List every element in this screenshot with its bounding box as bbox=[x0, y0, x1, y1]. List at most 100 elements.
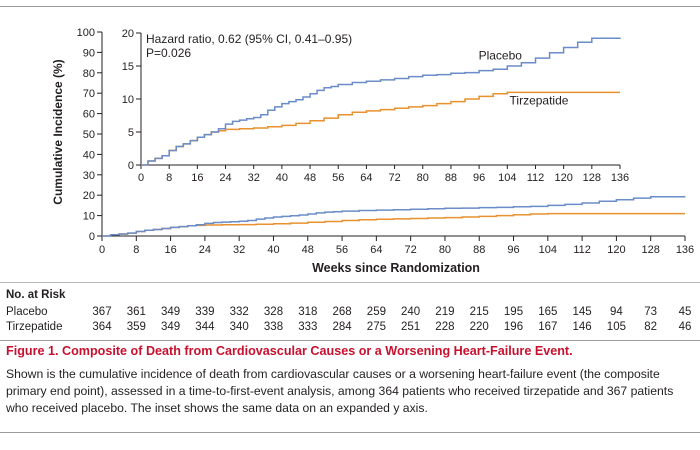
risk-cell: 259 bbox=[366, 306, 386, 318]
risk-cell: 228 bbox=[435, 321, 455, 333]
risk-cell: 73 bbox=[644, 306, 658, 318]
inset-x-tick-label: 24 bbox=[219, 172, 231, 184]
risk-cell: 45 bbox=[678, 306, 692, 318]
inset-plot: 0 5 10 15 20 0 8 16 24 32 40 48 56 64 72 80 88 96 104 112 12… bbox=[111, 25, 632, 187]
inset-x-tick-label: 136 bbox=[611, 172, 629, 184]
caption-rule bbox=[0, 340, 700, 341]
risk-cell: 196 bbox=[503, 321, 524, 333]
risk-cell: 361 bbox=[126, 306, 146, 318]
inset-x-tick-label: 32 bbox=[248, 172, 260, 184]
risk-cell: 344 bbox=[195, 321, 215, 333]
x-tick-label: 56 bbox=[336, 244, 348, 256]
risk-cell: 94 bbox=[609, 306, 623, 318]
x-tick-label: 120 bbox=[607, 244, 625, 256]
risk-cell: 145 bbox=[572, 306, 592, 318]
risk-row-label: Placebo bbox=[6, 306, 48, 318]
y-tick-label: 100 bbox=[77, 27, 95, 39]
x-tick-label: 8 bbox=[133, 244, 139, 256]
x-tick-label: 16 bbox=[164, 244, 176, 256]
y-tick-label: 50 bbox=[83, 129, 95, 141]
top-rule bbox=[0, 6, 700, 7]
risk-table-title: No. at Risk bbox=[6, 289, 66, 301]
inset-x-tick-label: 64 bbox=[360, 172, 372, 184]
risk-cell: 338 bbox=[263, 321, 284, 333]
risk-cell: 146 bbox=[572, 321, 592, 333]
y-axis-title: Cumulative Incidence (%) bbox=[51, 59, 65, 204]
caption-figure-label: Figure 1. bbox=[6, 344, 59, 358]
x-tick-label: 80 bbox=[439, 244, 451, 256]
inset-x-tick-label: 16 bbox=[191, 172, 203, 184]
risk-cell: 275 bbox=[366, 321, 386, 333]
inset-x-tick-label: 96 bbox=[473, 172, 485, 184]
series-line-placebo bbox=[102, 196, 686, 237]
inset-x-tick-label: 56 bbox=[332, 172, 344, 184]
risk-cell: 328 bbox=[263, 306, 284, 318]
risk-cell: 364 bbox=[92, 321, 112, 333]
risk-cell: 165 bbox=[538, 306, 558, 318]
risk-cell: 333 bbox=[298, 321, 318, 333]
y-tick-label: 20 bbox=[83, 190, 95, 202]
inset-y-tick-label: 0 bbox=[128, 160, 134, 172]
inset-x-tick-label: 40 bbox=[276, 172, 288, 184]
x-tick-label: 48 bbox=[302, 244, 314, 256]
inset-x-tick-label: 104 bbox=[498, 172, 516, 184]
inset-y-tick-label: 20 bbox=[122, 28, 134, 40]
x-tick-label: 112 bbox=[573, 244, 591, 256]
risk-cell: 219 bbox=[435, 306, 455, 318]
risk-rule bbox=[0, 282, 700, 283]
inset-y-tick-label: 10 bbox=[122, 94, 134, 106]
risk-row-tirzepatide: Tirzepatide 364 359 349 344 340 338 333 284 275 2… bbox=[0, 321, 700, 336]
caption-title: Figure 1. Composite of Death from Cardio… bbox=[6, 344, 696, 358]
risk-row-placebo: Placebo 367 361 349 339 332 328 318 268 259 240 21… bbox=[0, 306, 700, 321]
x-tick-label: 136 bbox=[676, 244, 694, 256]
x-tick-label: 24 bbox=[199, 244, 211, 256]
inset-x-tick-label: 88 bbox=[445, 172, 457, 184]
x-tick-label: 96 bbox=[507, 244, 519, 256]
y-tick-label: 40 bbox=[83, 149, 95, 161]
x-tick-label: 64 bbox=[370, 244, 382, 256]
inset-y-tick-label: 5 bbox=[128, 127, 134, 139]
placebo-label: Placebo bbox=[479, 48, 523, 62]
y-tick-label: 10 bbox=[83, 211, 95, 223]
inset-series-line-placebo bbox=[141, 37, 621, 166]
risk-cell: 339 bbox=[195, 306, 215, 318]
x-tick-label: 128 bbox=[642, 244, 660, 256]
x-tick-label: 72 bbox=[405, 244, 417, 256]
risk-cell: 82 bbox=[644, 321, 658, 333]
bottom-rule bbox=[0, 432, 700, 433]
x-tick-label: 104 bbox=[539, 244, 557, 256]
risk-table: No. at Risk Placebo 367 361 349 339 332 328 31… bbox=[0, 278, 700, 333]
risk-cell: 195 bbox=[503, 306, 524, 318]
risk-cell: 332 bbox=[229, 306, 249, 318]
risk-cell: 340 bbox=[229, 321, 249, 333]
figure-caption: Figure 1. Composite of Death from Cardio… bbox=[6, 344, 696, 417]
inset-x-tick-label: 112 bbox=[527, 172, 545, 184]
y-tick-label: 0 bbox=[89, 231, 95, 243]
risk-cell: 284 bbox=[332, 321, 352, 333]
hazard-ratio-annotation: Hazard ratio, 0.62 (95% CI, 0.41–0.95) bbox=[146, 32, 352, 46]
risk-cell: 349 bbox=[161, 321, 181, 333]
risk-row-label: Tirzepatide bbox=[6, 321, 63, 333]
risk-cell: 240 bbox=[401, 306, 421, 318]
risk-cell: 220 bbox=[469, 321, 489, 333]
risk-cell: 268 bbox=[332, 306, 352, 318]
x-tick-label: 40 bbox=[267, 244, 279, 256]
inset-x-tick-label: 128 bbox=[583, 172, 601, 184]
y-tick-label: 30 bbox=[83, 170, 95, 182]
x-tick-label: 88 bbox=[473, 244, 485, 256]
inset-x-tick-label: 48 bbox=[304, 172, 316, 184]
risk-cell: 167 bbox=[538, 321, 558, 333]
caption-body: Shown is the cumulative incidence of dea… bbox=[6, 367, 674, 415]
y-tick-label: 80 bbox=[83, 68, 95, 80]
y-tick-label: 70 bbox=[83, 88, 95, 100]
inset-background bbox=[111, 25, 632, 187]
caption-heading: Composite of Death from Cardiovascular C… bbox=[61, 344, 573, 358]
y-tick-label: 90 bbox=[83, 47, 95, 59]
risk-cell: 105 bbox=[606, 321, 626, 333]
risk-cell: 359 bbox=[126, 321, 146, 333]
series-line-tirzepatide bbox=[102, 212, 685, 237]
tirzepatide-label: Tirzepatide bbox=[510, 93, 569, 107]
risk-cell: 215 bbox=[469, 306, 489, 318]
risk-cell: 367 bbox=[92, 306, 112, 318]
